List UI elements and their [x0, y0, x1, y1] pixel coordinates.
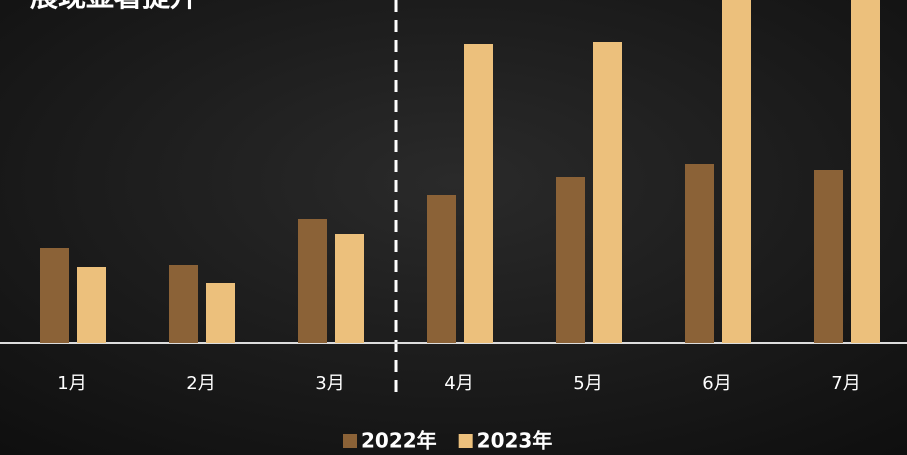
legend-swatch — [458, 434, 473, 448]
bar — [722, 0, 751, 343]
bar — [298, 219, 327, 343]
bar — [335, 234, 364, 343]
chart-title: 展现显著提升 — [30, 0, 198, 13]
bar — [169, 265, 198, 343]
bar — [77, 267, 106, 343]
x-tick-label: 6月 — [702, 373, 731, 394]
legend-label: 2023年 — [477, 429, 553, 453]
x-tick-label: 5月 — [573, 373, 602, 394]
bar — [556, 177, 585, 343]
bar — [814, 170, 843, 343]
legend-label: 2022年 — [361, 429, 437, 453]
x-tick-label: 1月 — [57, 373, 86, 394]
x-tick-label: 7月 — [831, 373, 860, 394]
bar — [40, 248, 69, 343]
bar — [685, 164, 714, 343]
bar — [593, 42, 622, 343]
x-tick-label: 3月 — [315, 373, 344, 394]
x-tick-label: 4月 — [444, 373, 473, 394]
legend-swatch — [343, 434, 357, 448]
bar — [464, 44, 493, 343]
bar — [206, 283, 235, 343]
bar — [427, 195, 456, 343]
bar — [851, 0, 880, 343]
x-tick-label: 2月 — [186, 373, 215, 394]
